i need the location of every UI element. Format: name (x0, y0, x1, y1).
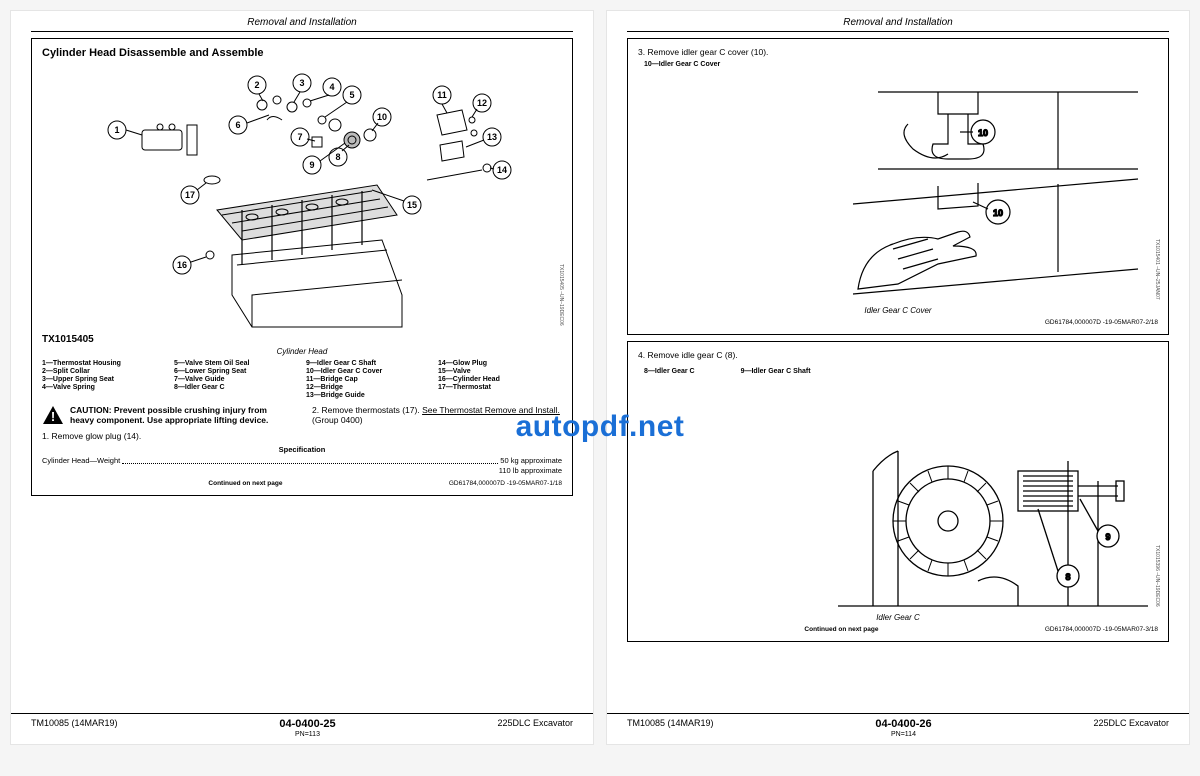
step3-block: 3. Remove idler gear C cover (10). 10—Id… (627, 38, 1169, 335)
continued-label: Continued on next page (804, 626, 878, 633)
cross-ref-link[interactable]: See Thermostat Remove and Install. (422, 405, 560, 415)
tx-code: TX1015405 (42, 334, 562, 345)
svg-text:8: 8 (335, 152, 340, 162)
footer-model: 225DLC Excavator (497, 718, 573, 728)
legend-item: 10—Idler Gear C Cover (306, 368, 430, 375)
svg-text:10: 10 (377, 112, 387, 122)
figure-sidecode: TX1015396 –UN–19DEC06 (1154, 545, 1160, 607)
legend-item: 8—Idler Gear C (174, 384, 298, 391)
legend-item: 15—Valve (438, 368, 562, 375)
svg-text:12: 12 (477, 98, 487, 108)
page-title: Cylinder Head Disassemble and Assemble (42, 47, 562, 59)
footer-doc-id: TM10085 (14MAR19) (31, 718, 118, 728)
step-2: 2. Remove thermostats (17). See Thermost… (312, 405, 562, 425)
footer-pn: PN=113 (279, 731, 335, 738)
spec-row: Cylinder Head—Weight 50 kg approximate (42, 456, 562, 466)
footer-doc-id: TM10085 (14MAR19) (627, 718, 714, 728)
page-right: Removal and Installation 3. Remove idler… (606, 10, 1190, 745)
exploded-figure: TX1015405 –UN–19DEC06 (42, 65, 562, 330)
legend-item (438, 392, 562, 399)
figure-caption: Idler Gear C (638, 613, 1158, 622)
svg-text:6: 6 (235, 120, 240, 130)
gear-figure: TX1015396 –UN–19DEC06 (638, 381, 1158, 611)
svg-text:15: 15 (407, 200, 417, 210)
step4-block: 4. Remove idle gear C (8). 8—Idler Gear … (627, 341, 1169, 642)
svg-text:13: 13 (487, 132, 497, 142)
caution-icon: ! (42, 405, 64, 425)
page-footer: TM10085 (14MAR19) 04-0400-26 PN=114 225D… (607, 713, 1189, 744)
continued-label: Continued on next page (208, 480, 282, 487)
step-1: 1. Remove glow plug (14). (42, 431, 562, 441)
svg-text:8: 8 (1065, 572, 1070, 582)
footer-pn: PN=114 (875, 731, 931, 738)
svg-text:14: 14 (497, 165, 507, 175)
svg-text:16: 16 (177, 260, 187, 270)
main-block: Cylinder Head Disassemble and Assemble T… (31, 38, 573, 496)
spec-value: 110 lb approximate (499, 466, 562, 476)
spec-value: 50 kg approximate (500, 456, 562, 466)
step-3: 3. Remove idler gear C cover (10). (638, 47, 1158, 57)
svg-text:!: ! (51, 409, 55, 424)
section-header: Removal and Installation (31, 11, 573, 32)
figure-caption: Idler Gear C Cover (638, 306, 1158, 315)
step-text: 2. Remove thermostats (17). (312, 405, 422, 415)
svg-text:1: 1 (114, 125, 119, 135)
revision-code: GD61784,000007D -19-05MAR07-2/18 (1045, 319, 1158, 326)
revision-code: GD61784,000007D -19-05MAR07-3/18 (1045, 626, 1158, 633)
svg-text:2: 2 (254, 80, 259, 90)
svg-text:10: 10 (993, 208, 1003, 218)
spec-row: x 110 lb approximate (42, 466, 562, 476)
svg-text:4: 4 (329, 82, 334, 92)
footer-model: 225DLC Excavator (1093, 718, 1169, 728)
section-header: Removal and Installation (627, 11, 1169, 32)
svg-text:3: 3 (299, 78, 304, 88)
legend-item: 3—Upper Spring Seat (42, 376, 166, 383)
svg-text:9: 9 (309, 160, 314, 170)
legend-item: 9—Idler Gear C Shaft (741, 368, 811, 375)
page-left: Removal and Installation Cylinder Head D… (10, 10, 594, 745)
legend-item: 9—Idler Gear C Shaft (306, 360, 430, 367)
svg-text:10: 10 (978, 128, 988, 138)
step-4: 4. Remove idle gear C (8). (638, 350, 1158, 360)
legend-item: 13—Bridge Guide (306, 392, 430, 399)
legend-item: 5—Valve Stem Oil Seal (174, 360, 298, 367)
legend-item: 4—Valve Spring (42, 384, 166, 391)
caution-text: CAUTION: Prevent possible crushing injur… (70, 405, 292, 425)
caution-box: ! CAUTION: Prevent possible crushing inj… (42, 405, 292, 425)
legend-item: 14—Glow Plug (438, 360, 562, 367)
legend-item: 17—Thermostat (438, 384, 562, 391)
spec-label: Cylinder Head—Weight (42, 456, 120, 466)
legend-item: 10—Idler Gear C Cover (644, 61, 1158, 68)
figure-caption: Cylinder Head (42, 347, 562, 356)
parts-legend: 1—Thermostat Housing 5—Valve Stem Oil Se… (42, 360, 562, 399)
legend-item: 12—Bridge (306, 384, 430, 391)
figure-sidecode: TX1015401 –UN–25JAN07 (1154, 239, 1160, 300)
revision-code: GD61784,000007D -19-05MAR07-1/18 (449, 480, 562, 487)
legend-item: 2—Split Collar (42, 368, 166, 375)
legend-item: 6—Lower Spring Seat (174, 368, 298, 375)
cover-figure: TX1015401 –UN–25JAN07 10 (638, 74, 1158, 304)
legend-item (42, 392, 166, 399)
svg-text:5: 5 (349, 90, 354, 100)
svg-text:9: 9 (1105, 532, 1110, 542)
footer-page-code: 04-0400-25 (279, 718, 335, 730)
legend-item: 8—Idler Gear C (644, 368, 695, 375)
svg-text:7: 7 (297, 132, 302, 142)
legend-item: 11—Bridge Cap (306, 376, 430, 383)
page-footer: TM10085 (14MAR19) 04-0400-25 PN=113 225D… (11, 713, 593, 744)
legend-item: 1—Thermostat Housing (42, 360, 166, 367)
step-text: (Group 0400) (312, 415, 363, 425)
svg-text:11: 11 (437, 90, 447, 100)
footer-page-code: 04-0400-26 (875, 718, 931, 730)
spec-heading: Specification (42, 445, 562, 454)
legend-item (174, 392, 298, 399)
legend-item: 16—Cylinder Head (438, 376, 562, 383)
legend-item: 7—Valve Guide (174, 376, 298, 383)
svg-text:17: 17 (185, 190, 195, 200)
